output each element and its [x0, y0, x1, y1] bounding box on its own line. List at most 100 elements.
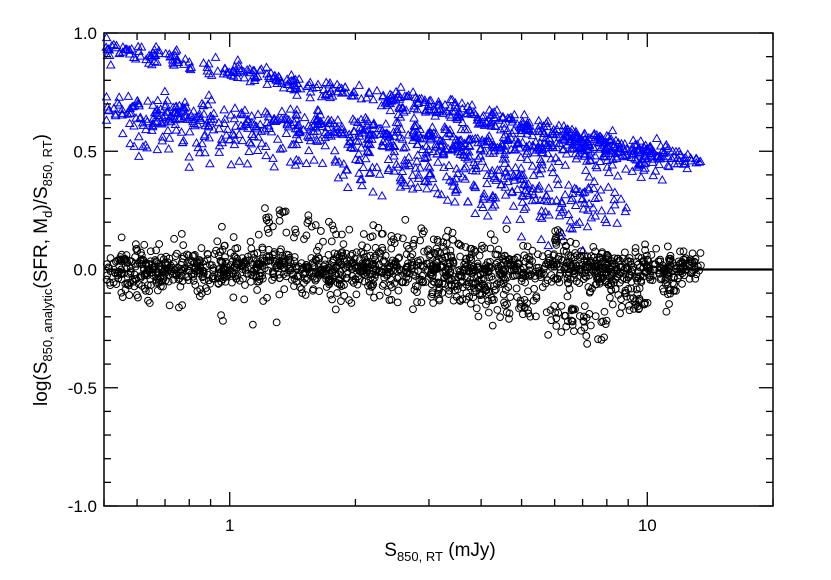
triangle-point: [227, 129, 238, 138]
triangle-point: [177, 137, 188, 147]
triangle-point: [582, 221, 593, 231]
triangle-point: [613, 137, 624, 147]
circle-point: [624, 265, 633, 274]
triangle-point: [309, 114, 320, 124]
triangle-point: [422, 151, 433, 161]
triangle-point: [459, 163, 469, 173]
triangle-point: [242, 158, 253, 168]
circle-point: [226, 248, 235, 257]
triangle-point: [147, 121, 158, 131]
triangle-point: [580, 128, 590, 138]
triangle-point: [381, 129, 392, 138]
circle-point: [333, 250, 342, 259]
triangle-point: [482, 133, 493, 142]
triangle-point: [574, 132, 585, 142]
triangle-point: [171, 125, 182, 134]
circle-point: [331, 305, 340, 314]
circle-point: [641, 246, 649, 254]
circle-point: [524, 309, 533, 318]
circle-point: [275, 257, 284, 266]
circle-point: [523, 242, 532, 251]
triangle-point: [590, 193, 601, 203]
circle-point: [170, 234, 179, 243]
triangle-point: [473, 153, 483, 163]
triangle-point: [533, 123, 544, 133]
circle-point: [542, 308, 551, 317]
triangle-point: [311, 122, 321, 132]
triangle-point: [237, 109, 248, 119]
triangle-point: [356, 174, 367, 184]
triangle-point: [358, 125, 369, 134]
circle-point: [240, 295, 249, 304]
circle-point: [379, 256, 388, 265]
triangle-point: [561, 149, 572, 158]
circle-point: [340, 281, 348, 289]
circle-point: [412, 261, 421, 270]
circle-point: [651, 260, 660, 269]
circle-point: [438, 254, 447, 263]
triangle-point: [548, 129, 559, 138]
circle-point: [503, 259, 512, 268]
triangle-point: [500, 182, 511, 191]
triangle-point: [129, 141, 140, 150]
triangle-point: [611, 151, 622, 161]
circle-point: [446, 246, 455, 255]
circle-point: [242, 269, 251, 278]
circle-point: [290, 274, 299, 283]
triangle-point: [250, 73, 260, 82]
circle-point: [486, 244, 495, 253]
triangle-point: [243, 123, 253, 132]
triangle-point: [334, 156, 344, 166]
triangle-point: [461, 161, 471, 171]
triangle-point: [170, 114, 181, 124]
circle-point: [584, 283, 593, 291]
triangle-point: [516, 163, 526, 172]
y-axis-label-part: d: [40, 211, 55, 218]
triangle-point: [456, 124, 467, 134]
triangle-point: [294, 155, 304, 165]
triangle-point: [524, 124, 535, 134]
triangle-point: [136, 42, 147, 51]
circle-point: [673, 274, 682, 283]
triangle-point: [362, 138, 373, 148]
triangle-point: [272, 134, 283, 143]
triangle-point: [110, 110, 121, 120]
circle-point: [143, 271, 151, 280]
circle-point: [258, 262, 267, 270]
circle-point: [327, 276, 336, 285]
triangle-point: [368, 94, 379, 104]
circle-point: [252, 273, 261, 282]
triangle-point: [142, 96, 153, 105]
triangle-point: [398, 142, 409, 152]
triangle-point: [409, 113, 419, 122]
circle-point: [556, 228, 564, 237]
triangle-point: [304, 79, 315, 89]
triangle-point: [333, 172, 344, 182]
triangle-point: [514, 170, 524, 179]
triangle-point: [399, 107, 409, 116]
circle-point: [457, 272, 466, 281]
triangle-point: [291, 109, 302, 118]
circle-point: [465, 254, 474, 263]
triangle-point: [117, 104, 128, 114]
circle-point: [469, 265, 478, 273]
circle-point: [456, 267, 465, 276]
circle-point: [435, 296, 444, 305]
triangle-point: [574, 217, 585, 226]
circle-point: [281, 207, 290, 216]
circle-point: [407, 262, 416, 270]
triangle-point: [489, 120, 500, 130]
circle-point: [371, 262, 380, 271]
triangle-point: [152, 95, 163, 105]
circle-point: [316, 227, 325, 235]
circle-point: [565, 285, 574, 293]
triangle-point: [103, 105, 114, 115]
triangle-point: [435, 135, 446, 144]
y-axis-label-part: (SFR, M: [31, 218, 52, 289]
circle-point: [259, 297, 268, 305]
circle-point: [563, 292, 572, 301]
circle-point: [393, 233, 402, 242]
circle-point: [409, 305, 417, 314]
circle-point: [218, 257, 227, 266]
triangle-point: [138, 120, 149, 129]
